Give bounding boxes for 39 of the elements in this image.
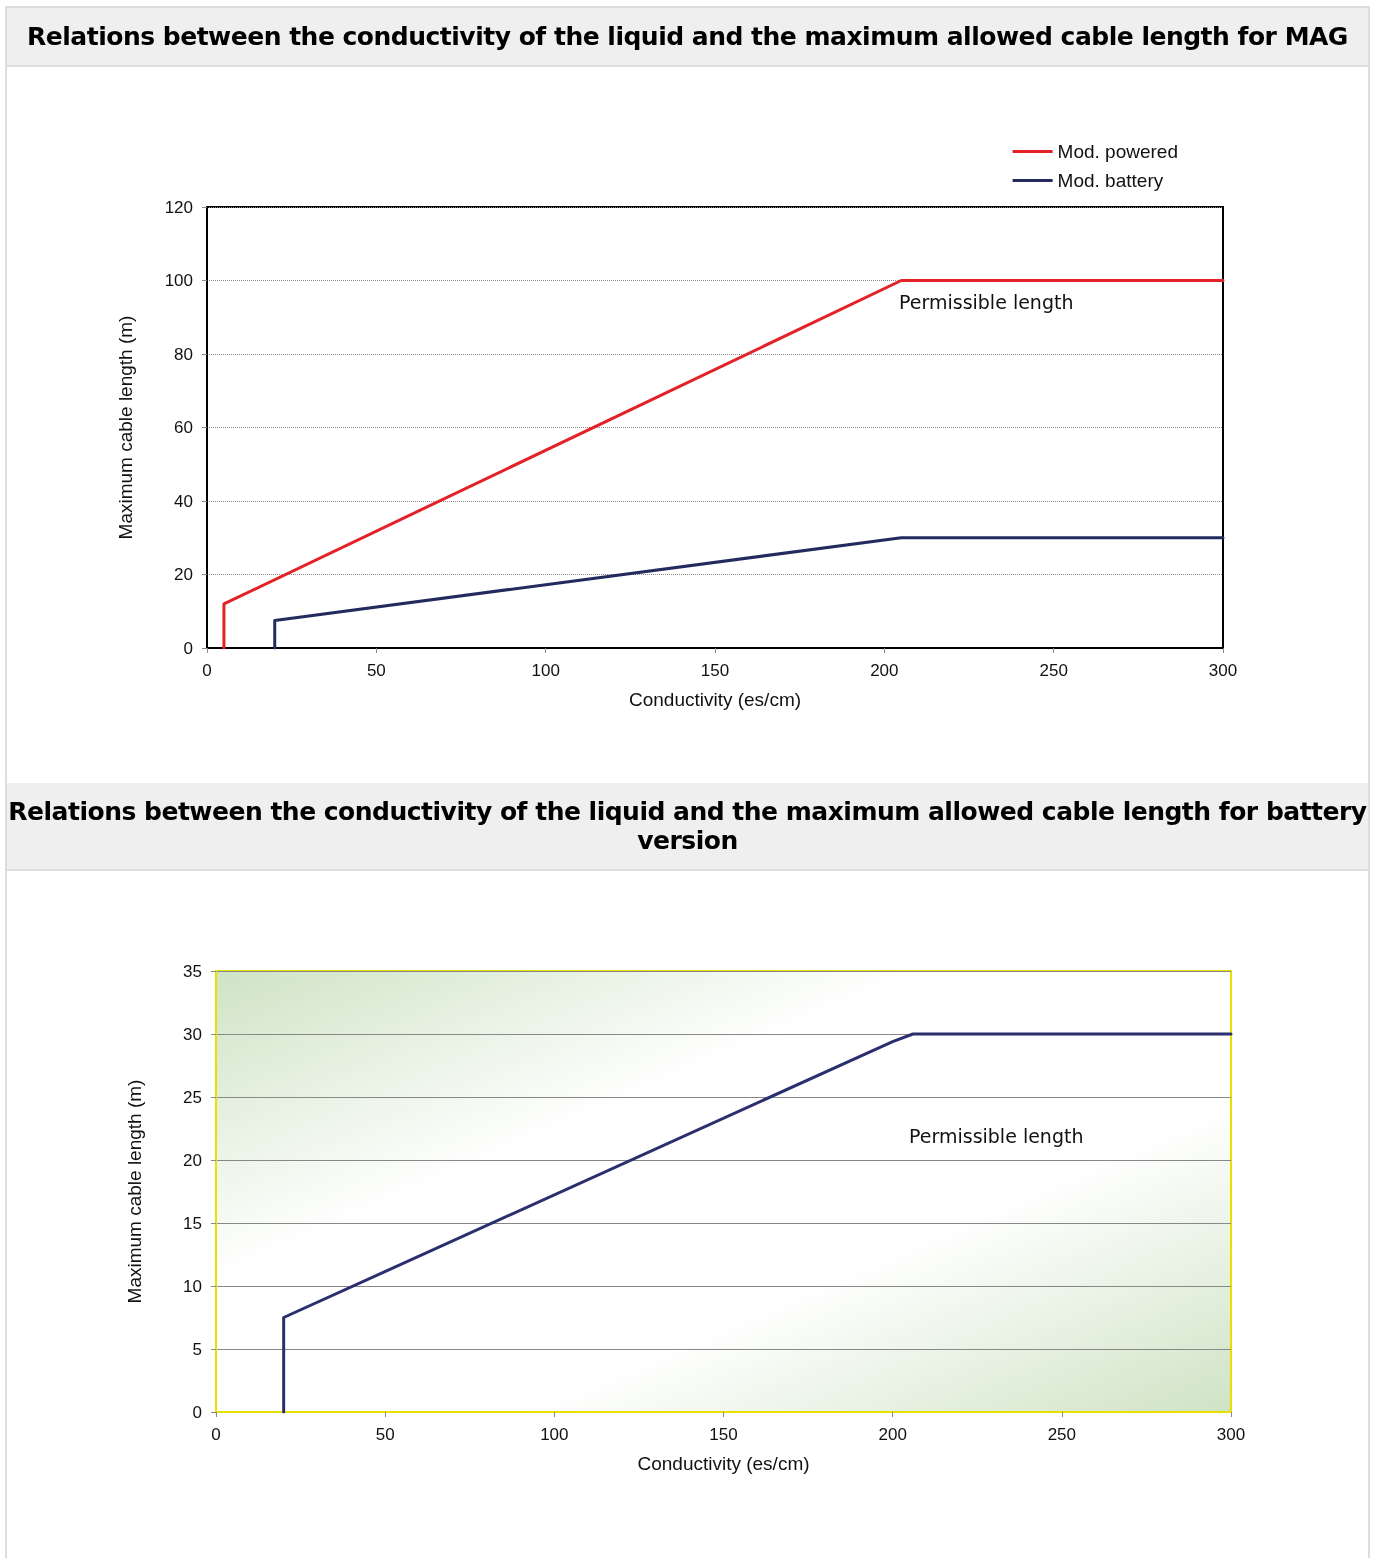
- y-axis-title: Maximum cable length (m): [124, 1079, 145, 1304]
- x-tick-label: 150: [700, 661, 730, 680]
- y-tick-label: 10: [183, 1276, 202, 1296]
- x-tick-label: 50: [375, 1425, 395, 1444]
- y-tick-label: 30: [183, 1024, 202, 1044]
- x-tick-label: 0: [211, 1425, 221, 1444]
- line-series: [282, 1032, 1233, 1414]
- x-tick-label: 200: [878, 1425, 907, 1444]
- x-tick-label: 150: [709, 1425, 738, 1444]
- y-tick-label: 120: [164, 197, 193, 217]
- y-axis-title: Maximum cable length (m): [115, 315, 136, 540]
- y-tick-label: 60: [174, 418, 193, 437]
- x-tick-label: 250: [1047, 1425, 1077, 1444]
- y-tick-label: 25: [183, 1087, 202, 1107]
- chart-title: Relations between the conductivity of the liquid and the maximum allowed cable length for battery version: [7, 783, 1368, 871]
- y-tick-label: 20: [174, 565, 193, 584]
- x-tick-label: 50: [366, 661, 386, 680]
- y-tick-label: 80: [174, 344, 193, 364]
- x-axis-title: Conductivity (es/cm): [637, 1453, 810, 1474]
- y-tick-label: 15: [183, 1213, 202, 1233]
- y-tick-label: 0: [183, 638, 193, 658]
- legend-label: Mod. battery: [1057, 170, 1164, 191]
- x-tick-label: 200: [870, 661, 899, 680]
- y-tick-label: 20: [183, 1150, 202, 1170]
- annotation: Permissible length: [909, 1124, 1084, 1147]
- x-tick-label: 100: [540, 1425, 569, 1444]
- chart-title: Relations between the conductivity of the liquid and the maximum allowed cable length for MAG: [7, 8, 1368, 67]
- y-tick-label: 40: [174, 491, 193, 511]
- legend-label: Mod. powered: [1057, 141, 1178, 162]
- x-tick-label: 100: [531, 661, 560, 680]
- y-tick-label: 35: [183, 961, 202, 981]
- x-tick-label: 300: [1208, 661, 1238, 680]
- x-tick-label: 250: [1039, 661, 1068, 680]
- x-axis-title: Conductivity (es/cm): [628, 689, 802, 710]
- y-tick-label: 100: [164, 271, 193, 290]
- y-tick-label: 5: [192, 1339, 202, 1359]
- annotation: Permissible length: [899, 290, 1074, 313]
- x-tick-label: 300: [1216, 1425, 1246, 1444]
- y-tick-label: 0: [192, 1402, 202, 1422]
